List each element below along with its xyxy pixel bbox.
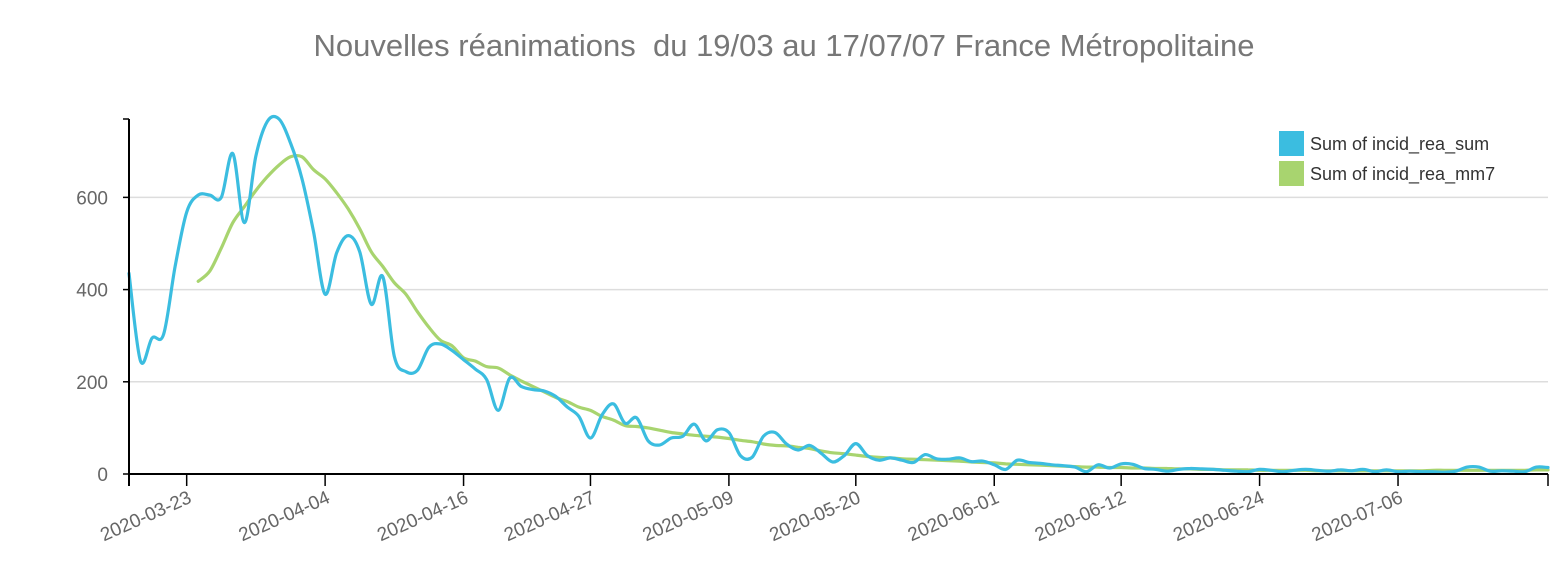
legend: Sum of incid_rea_sum Sum of incid_rea_mm7 [1279,131,1495,186]
grid-lines [129,196,1548,383]
y-tick-label: 0 [97,465,108,486]
legend-swatch [1279,161,1304,186]
series-line-sum [127,114,1550,474]
y-tick-label: 400 [76,281,108,302]
x-tick-label: 2020-04-04 [236,487,334,546]
legend-label: Sum of incid_rea_sum [1310,134,1489,155]
x-tick-label: 2020-06-12 [1032,487,1129,546]
x-tick-label: 2020-05-09 [640,487,737,546]
x-tick-label: 2020-06-01 [905,487,1002,546]
series-line-mm7 [196,153,1550,473]
x-tick-label: 2020-05-20 [766,487,863,546]
legend-swatch [1279,131,1304,156]
y-tick-label: 600 [76,188,108,209]
chart-title: Nouvelles réanimations du 19/03 au 17/07… [313,28,1255,63]
x-tick-label: 2020-07-06 [1309,487,1406,546]
legend-label: Sum of incid_rea_mm7 [1310,164,1495,185]
x-tick-label: 2020-06-24 [1170,487,1268,546]
x-tick-label: 2020-03-23 [97,487,194,546]
x-tick-label: 2020-04-16 [374,487,471,546]
y-tick-label: 200 [76,373,108,394]
x-tick-label: 2020-04-27 [501,487,598,546]
series-lines [127,114,1550,474]
